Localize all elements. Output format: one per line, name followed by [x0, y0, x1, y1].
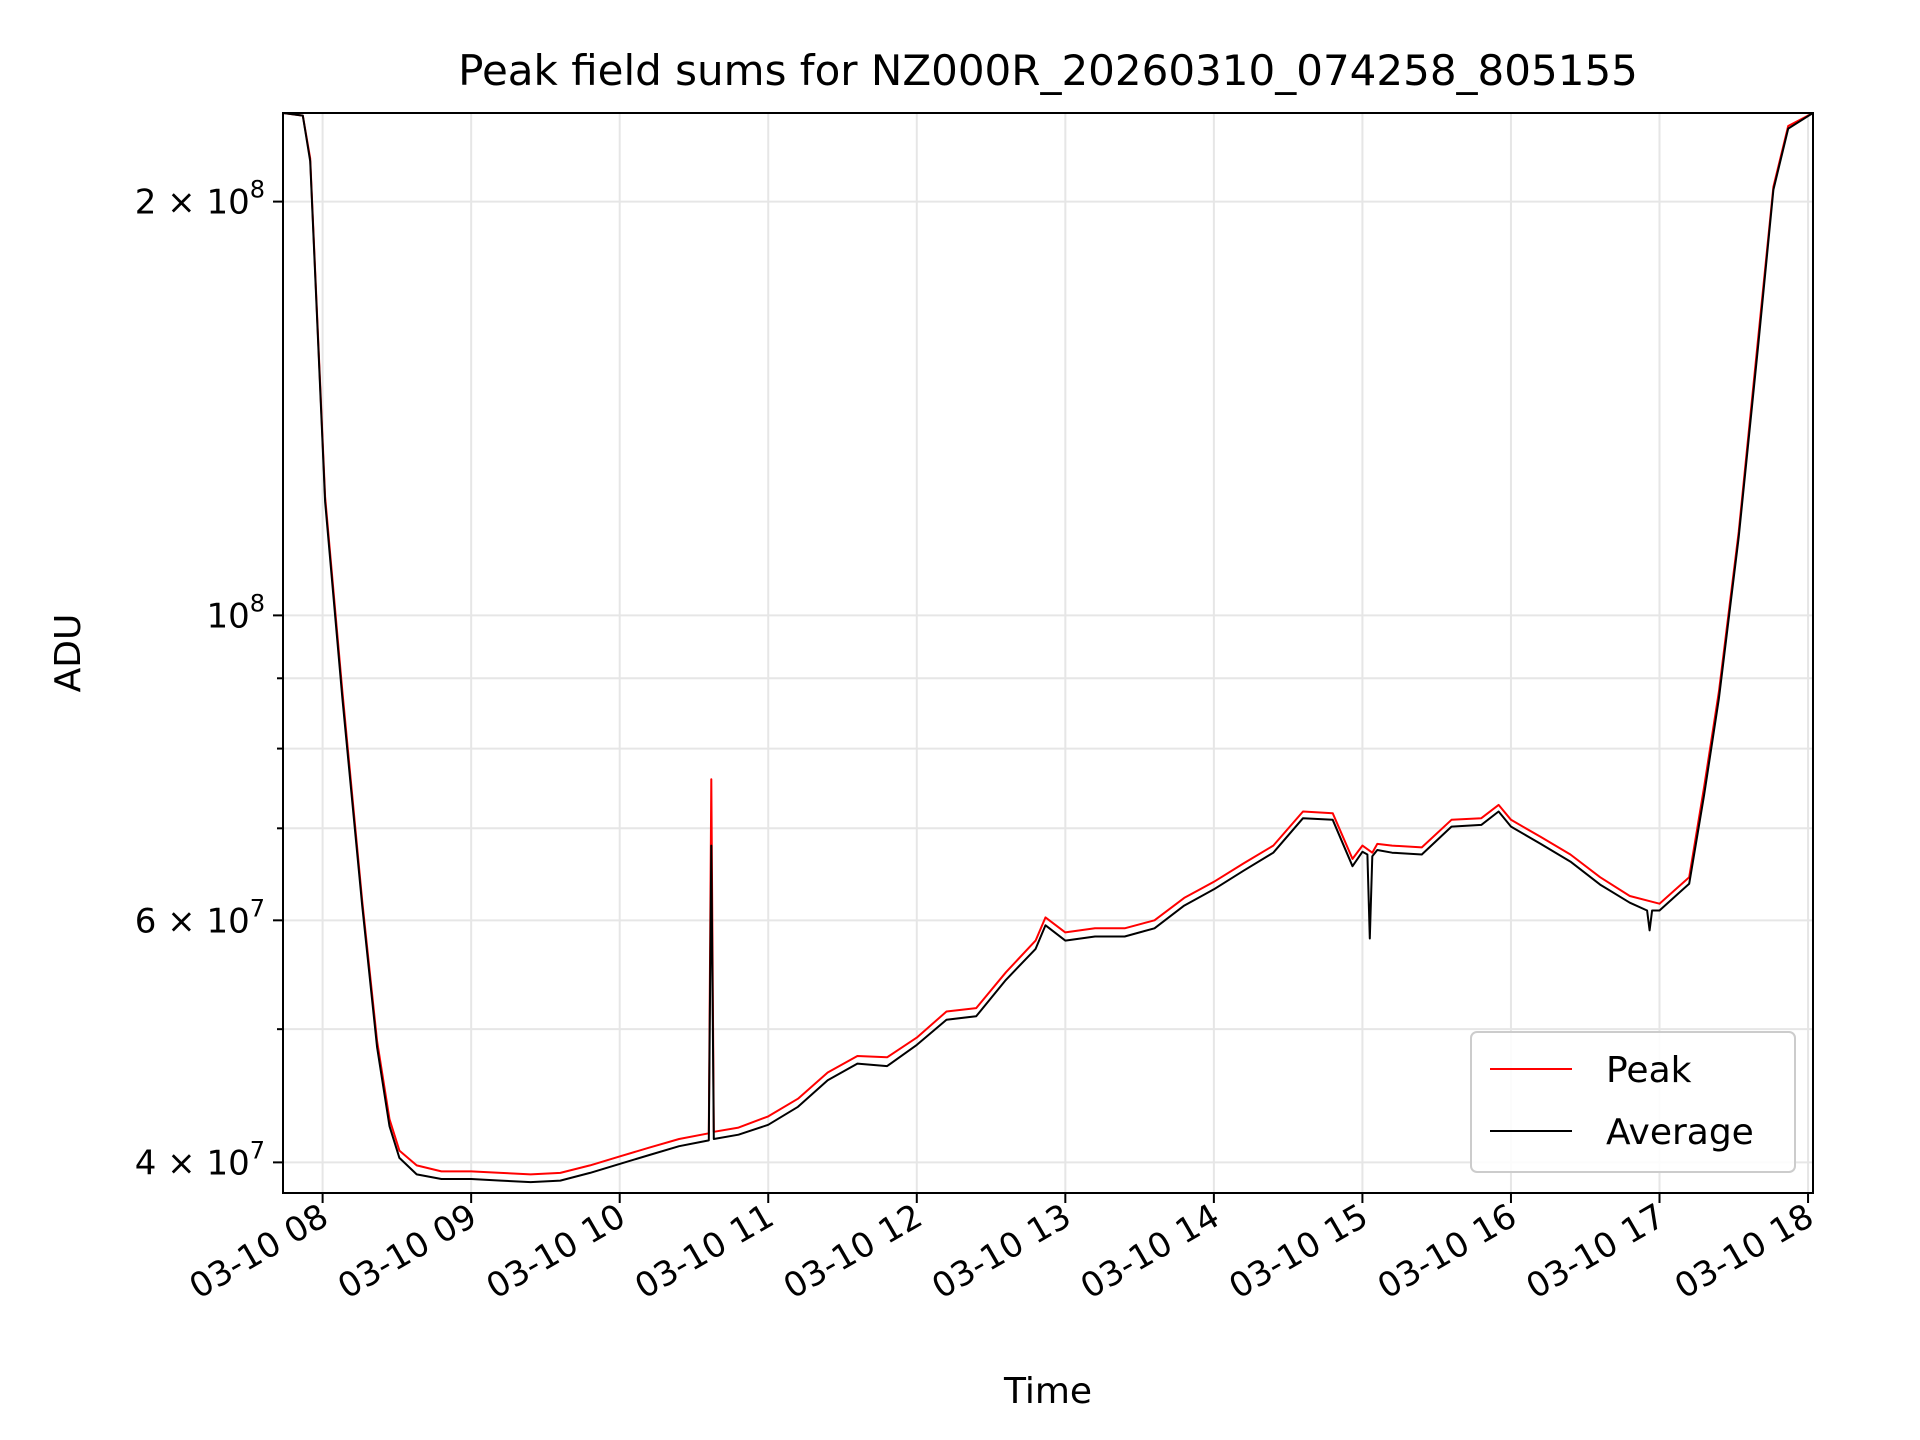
y-tick-base: 4 × 10 [135, 1143, 250, 1183]
y-tick-label: 4 × 107 [135, 1136, 265, 1183]
chart-title: Peak field sums for NZ000R_20260310_0742… [458, 46, 1638, 95]
y-tick-base: 6 × 10 [135, 901, 250, 941]
plot-lines [283, 113, 1813, 1184]
y-axis-label: ADU [48, 614, 89, 693]
series-line-peak [283, 113, 1813, 1176]
y-tick-label: 2 × 108 [135, 176, 265, 223]
y-tick-exponent: 8 [250, 589, 265, 617]
y-tick-base: 10 [206, 596, 249, 636]
legend-frame [1470, 1031, 1796, 1173]
y-tick-base: 2 × 10 [135, 183, 250, 223]
legend-label-peak: Peak [1606, 1050, 1692, 1091]
series-line-average [283, 113, 1813, 1184]
x-axis-label: Time [1003, 1371, 1092, 1412]
grid [283, 113, 1813, 1193]
legend: Peak Average [1470, 1031, 1796, 1173]
y-tick-exponent: 7 [250, 1136, 265, 1164]
y-tick-label: 108 [206, 589, 265, 636]
y-tick-exponent: 8 [250, 176, 265, 204]
plot-frame [282, 112, 1814, 1194]
y-tick-label: 6 × 107 [135, 894, 265, 941]
y-tick-exponent: 7 [250, 894, 265, 922]
legend-label-average: Average [1606, 1112, 1754, 1153]
